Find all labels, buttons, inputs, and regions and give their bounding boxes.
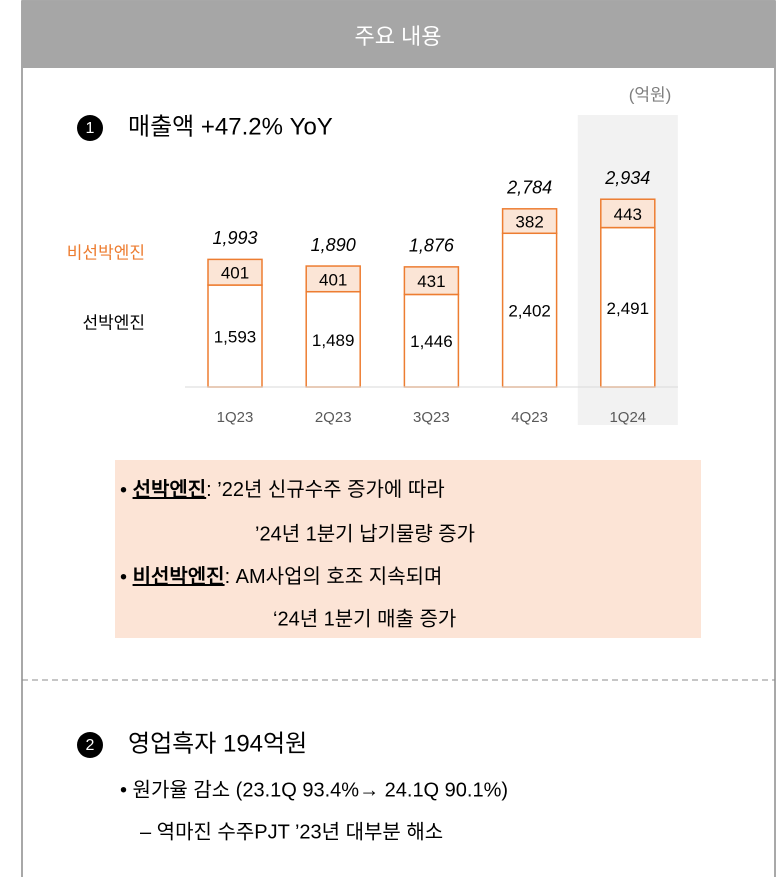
bar-segment — [305, 290, 361, 388]
x-tick-label: 3Q23 — [413, 409, 450, 426]
note-line: • 선박엔진: ’22년 신규수주 증가에 따라 — [120, 478, 445, 501]
section-number: 1 — [86, 120, 95, 137]
note-line: ‘24년 1분기 매출 증가 — [273, 607, 456, 630]
unit-label: (억원) — [629, 85, 672, 104]
segment-label: 1,489 — [312, 331, 355, 350]
total-label: 1,993 — [212, 228, 257, 248]
bar-segment — [403, 266, 460, 296]
x-tick-label: 2Q23 — [315, 409, 352, 426]
bar-segment — [207, 258, 263, 286]
header-band — [22, 1, 775, 68]
note-box — [115, 460, 701, 638]
note-term: 비선박엔진 — [133, 565, 225, 588]
bar-segment — [305, 265, 361, 293]
legend-label: 비선박엔진 — [67, 244, 145, 263]
total-label: 2,784 — [506, 178, 552, 198]
total-label: 1,876 — [409, 236, 455, 256]
note-text: : AM사업의 호조 지속되며 — [225, 565, 443, 588]
total-label: 1,890 — [311, 235, 356, 255]
segment-label: 2,491 — [607, 299, 650, 318]
section-title: 영업흑자 194억원 — [128, 730, 307, 757]
segment-label: 1,593 — [214, 328, 257, 347]
x-tick-label: 1Q23 — [217, 409, 254, 426]
section-badge — [77, 115, 103, 141]
segment-label: 401 — [221, 264, 249, 283]
legend-label: 선박엔진 — [82, 314, 145, 333]
segment-label: 2,402 — [508, 302, 551, 321]
note-term: 선박엔진 — [133, 478, 207, 501]
header-title: 주요 내용 — [354, 24, 441, 49]
note-line: • 비선박엔진: AM사업의 호조 지속되며 — [120, 565, 442, 588]
detail-line: – 역마진 수주PJT ’23년 대부분 해소 — [140, 820, 443, 843]
x-tick-label: 4Q23 — [511, 409, 548, 426]
note-text: : ’22년 신규수주 증가에 따라 — [206, 478, 444, 501]
segment-label: 382 — [515, 213, 543, 232]
bar-segment — [600, 198, 656, 229]
note-line: ’24년 1분기 납기물량 증가 — [255, 522, 475, 545]
segment-label: 1,446 — [410, 332, 453, 351]
segment-label: 431 — [417, 272, 445, 291]
x-tick-label: 1Q24 — [609, 409, 646, 426]
bar-segment — [501, 208, 558, 235]
bar-segment — [600, 226, 656, 388]
detail-line: • 원가율 감소 (23.1Q 93.4%→ 24.1Q 90.1%) — [120, 778, 508, 801]
section-number: 2 — [86, 737, 95, 754]
total-label: 2,934 — [604, 168, 650, 188]
segment-label: 443 — [614, 205, 642, 224]
segment-label: 401 — [319, 270, 347, 289]
section-badge — [77, 732, 103, 758]
bar-segment — [207, 284, 263, 388]
section-title: 매출액 +47.2% YoY — [128, 113, 333, 140]
